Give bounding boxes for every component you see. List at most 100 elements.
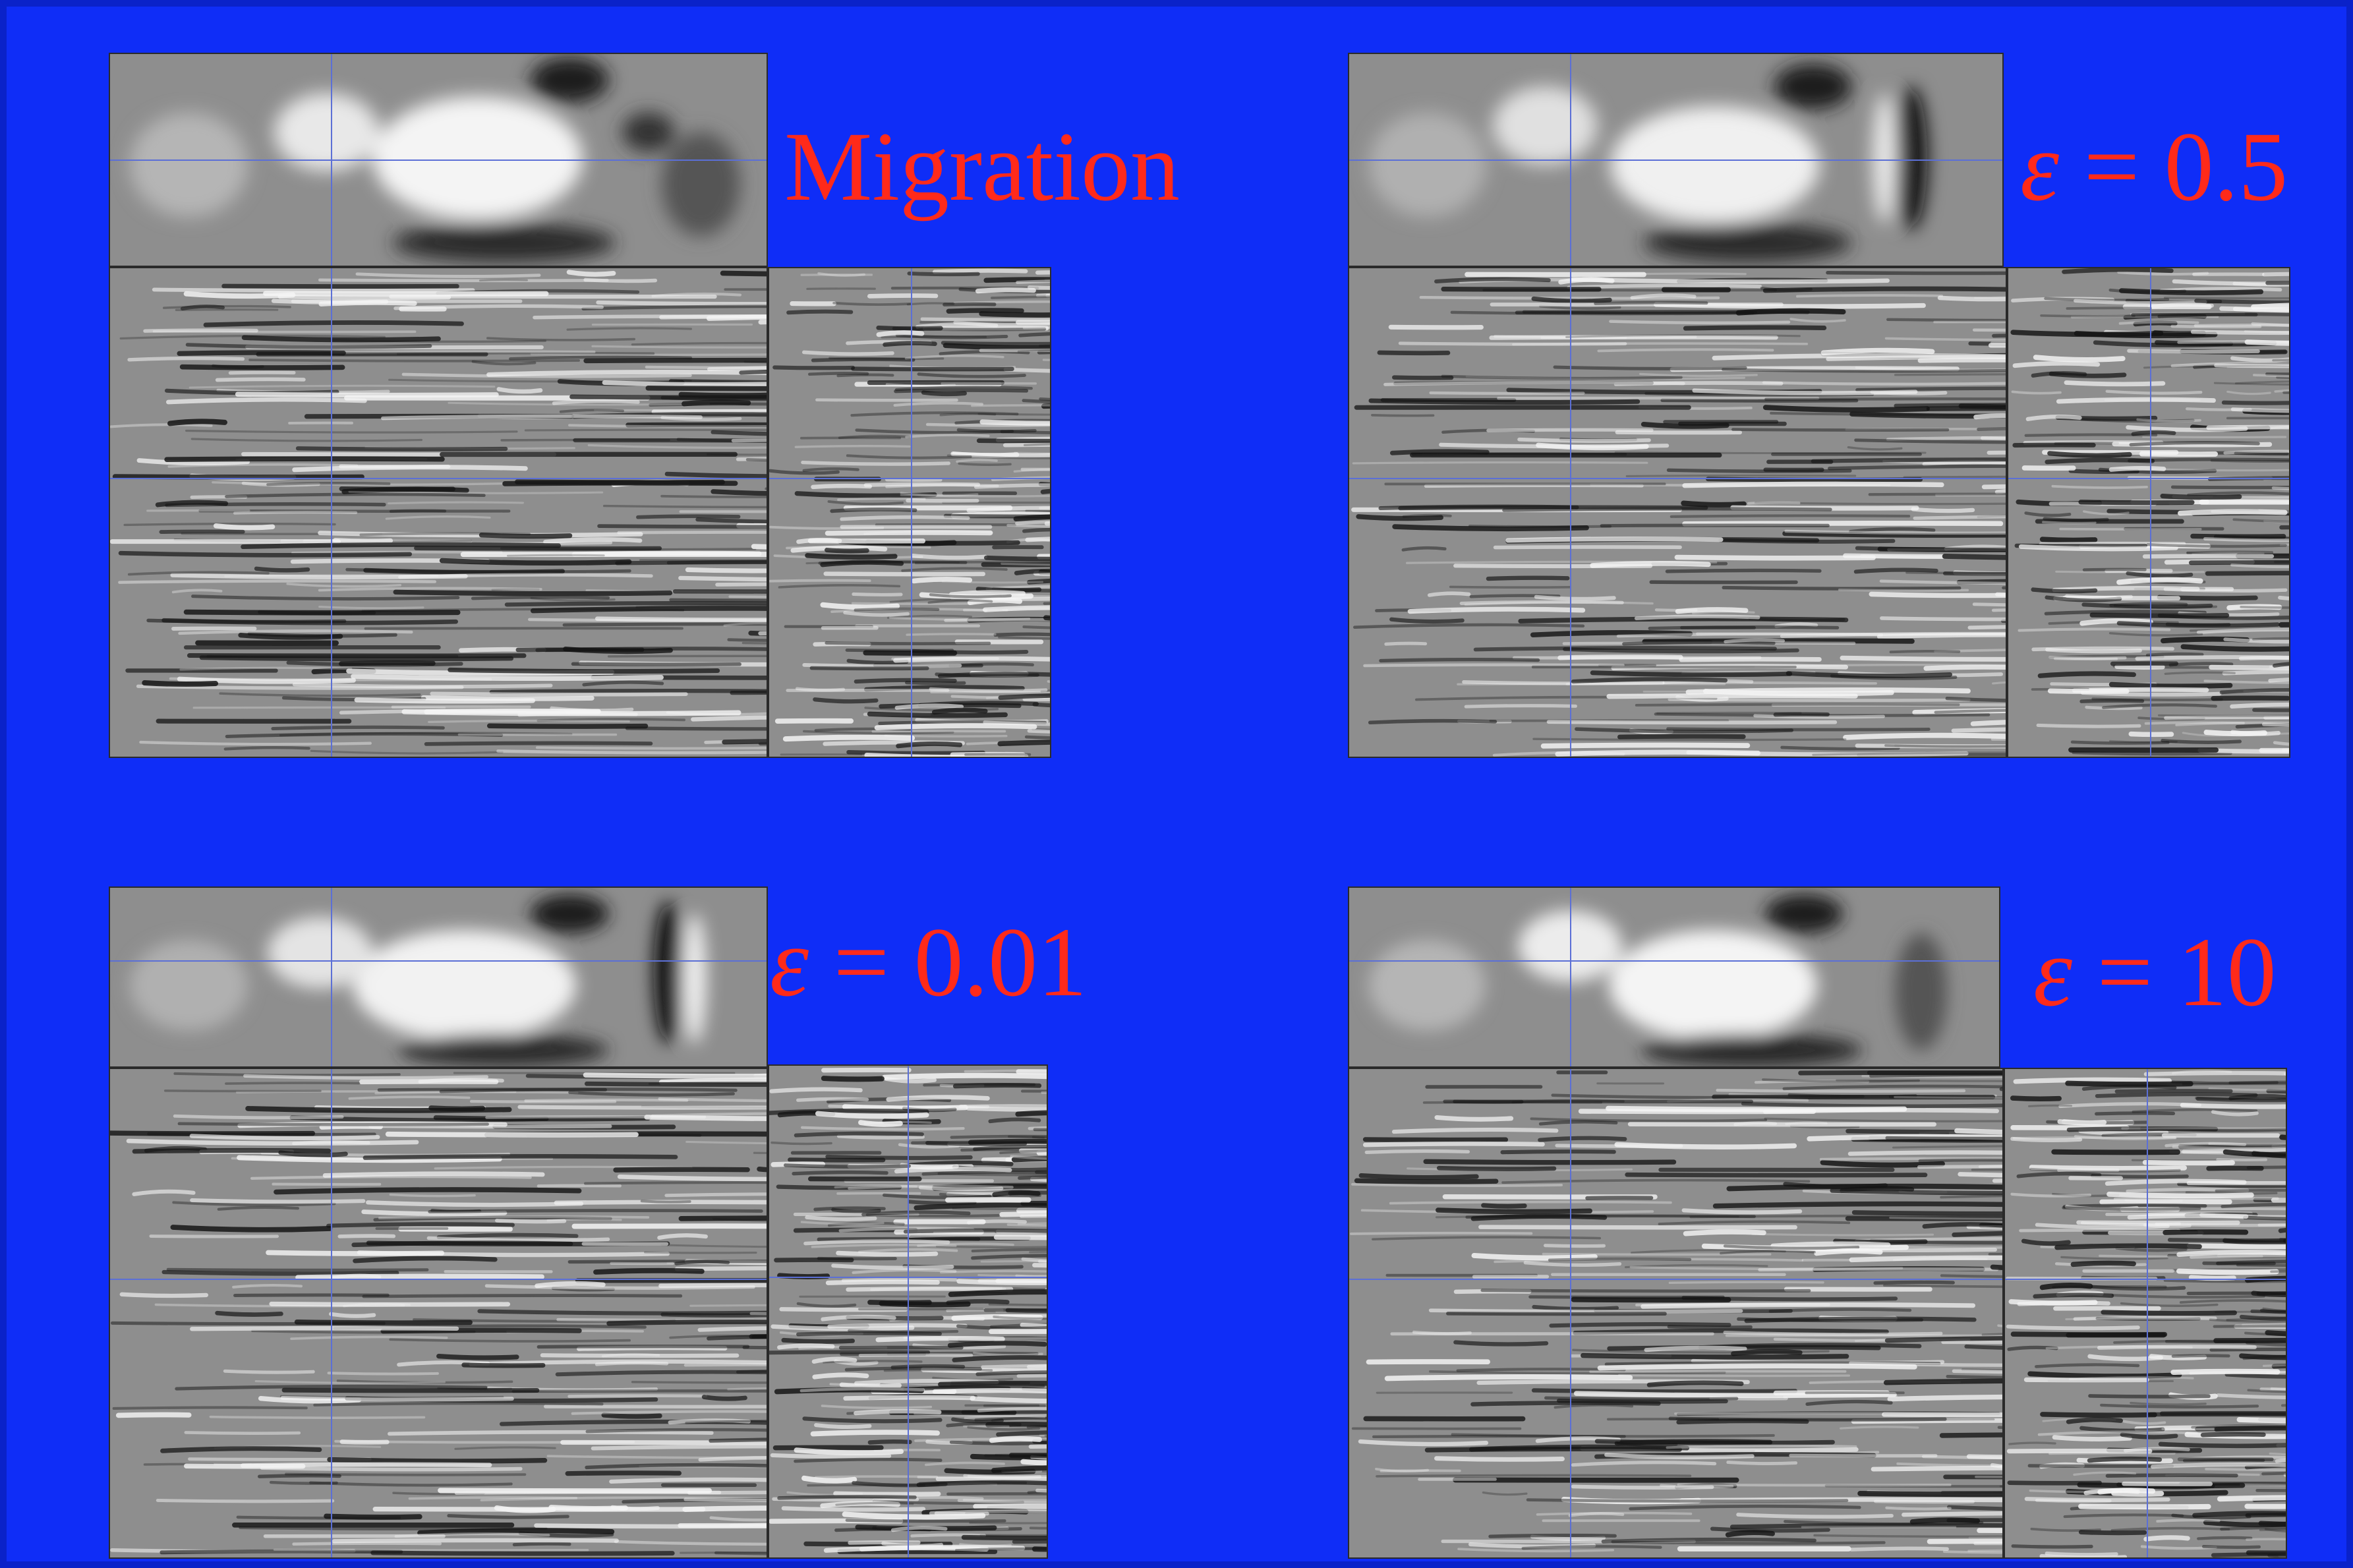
reflector-stroke [811,1243,957,1248]
reflector-stroke [999,1314,1047,1319]
reflector-stroke [136,458,250,466]
reflector-stroke [1590,670,1793,678]
reflector-stroke [962,1498,1047,1501]
reflector-stroke [2108,682,2233,689]
reflector-stroke [1760,286,1813,292]
reflector-stroke [2251,1291,2286,1298]
reflector-stroke [439,558,632,566]
reflector-stroke [1351,1182,1563,1188]
reflector-stroke [814,1423,872,1430]
reflector-stroke [1847,1150,2002,1156]
crossline-section-image [768,267,1051,758]
reflector-stroke [540,1353,740,1358]
reflector-stroke [1712,1201,2002,1209]
reflector-stroke [876,330,925,337]
reflector-stroke [625,726,767,731]
reflector-stroke [682,1505,767,1512]
reflector-stroke [162,305,291,309]
reflector-stroke [2240,605,2289,609]
reflector-stroke [988,1303,1047,1306]
reflector-stroke [448,401,711,406]
reflector-stroke [1013,451,1050,455]
reflector-stroke [1372,1434,1626,1439]
reflector-stroke [2250,1238,2286,1242]
reflector-stroke [2066,1417,2124,1424]
reflector-stroke [156,1498,335,1503]
reflector-stroke [2196,627,2289,635]
reflector-stroke [2040,1412,2157,1418]
reflector-stroke [2234,451,2289,456]
crosshair-vertical [331,268,332,757]
reflector-stroke [2142,554,2275,559]
reflector-stroke [1567,283,1762,289]
reflector-stroke [112,1406,308,1410]
reflector-stroke [695,517,767,524]
reflector-stroke [1536,1511,1693,1516]
reflector-stroke [985,585,1050,591]
reflector-stroke [729,1523,767,1527]
reflector-stroke [1022,399,1050,403]
reflector-stroke [166,1267,429,1272]
reflector-stroke [2132,1108,2258,1113]
reflector-stroke [636,514,741,519]
reflector-stroke [266,481,391,486]
reflector-stroke [1532,1304,1619,1311]
reflector-stroke [830,608,988,614]
reflector-stroke [385,1131,639,1138]
reflector-stroke [1666,727,1931,732]
reflector-stroke [973,483,1050,489]
reflector-stroke [997,740,1050,747]
reflector-stroke [831,1207,881,1214]
reflector-stroke [988,1117,1041,1124]
reflector-stroke [1035,270,1050,275]
reflector-stroke [615,560,767,566]
reflector-stroke [1512,342,1809,346]
reflector-stroke [2272,662,2289,668]
reflector-stroke [2018,627,2171,632]
reflector-stroke [115,1412,192,1418]
reflector-stroke [2001,619,2006,624]
reflector-stroke [1814,1248,1883,1256]
reflector-stroke [2273,741,2289,746]
reflector-stroke [736,1369,767,1374]
reflector-stroke [2144,721,2245,725]
reflector-stroke [132,1147,332,1154]
reflector-stroke [882,1118,941,1125]
reflector-stroke [2252,637,2289,641]
reflector-stroke [1789,318,1846,323]
reflector-stroke [1838,588,1969,592]
reflector-stroke [1762,381,2006,386]
reflector-stroke [861,1210,971,1217]
reflector-stroke [728,595,767,598]
reflector-stroke [850,411,1019,417]
reflector-stroke [682,399,751,407]
reflector-stroke [943,343,1050,351]
reflector-stroke [941,341,1050,346]
reflector-stroke [772,365,856,370]
reflector-stroke [1940,1194,2002,1199]
reflector-stroke [935,672,1039,678]
reflector-stroke [858,1120,903,1127]
reflector-stroke [885,383,956,388]
reflector-stroke [583,277,658,283]
reflector-stroke [1670,514,1911,518]
reflector-stroke [801,460,950,466]
reflector-stroke [687,1490,767,1495]
reflector-stroke [332,1538,619,1544]
reflector-stroke [1741,1101,2002,1108]
reflector-stroke [2156,1519,2221,1523]
reflector-stroke [715,582,767,587]
reflector-stroke [1826,271,2006,276]
reflector-stroke [919,592,1034,600]
reflector-stroke [1018,332,1050,337]
reflector-stroke [373,1215,612,1222]
reflector-stroke [1811,457,2006,463]
reflector-stroke [645,365,767,370]
reflector-stroke [777,1343,835,1350]
reflector-stroke [1682,481,1944,488]
reflector-stroke [2213,1324,2286,1328]
reflector-stroke [2251,303,2289,310]
reflector-stroke [1826,355,2006,361]
reflector-stroke [915,322,999,329]
crosshair-horizontal [2008,478,2289,479]
